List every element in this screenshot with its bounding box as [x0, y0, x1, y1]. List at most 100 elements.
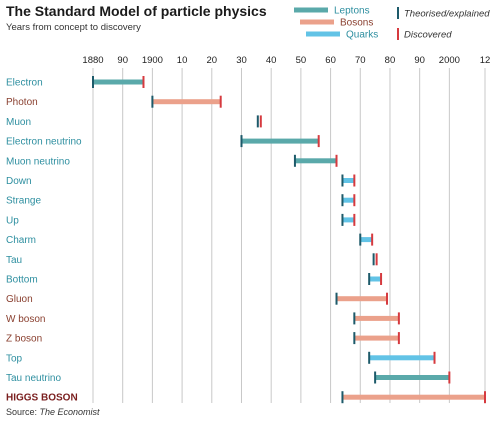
range-bar [369, 276, 382, 282]
row-label: Top [6, 353, 23, 364]
discovered-marker [371, 233, 374, 246]
theorised-marker [359, 233, 362, 246]
discovered-marker [397, 332, 400, 345]
row-label: W boson [6, 314, 45, 325]
row-label: Electron neutrino [6, 137, 82, 148]
row-label: Muon [6, 117, 31, 128]
theorised-marker [341, 194, 344, 207]
legend-swatch-bosons [300, 19, 334, 25]
theorised-marker [341, 391, 344, 404]
theorised-marker [293, 154, 296, 167]
discovered-marker [353, 174, 356, 187]
discovered-marker [448, 371, 451, 384]
x-tick-label: 10 [177, 55, 188, 66]
source-note: Source: The Economist [6, 407, 100, 417]
x-tick-label: 90 [414, 55, 425, 66]
range-bar [241, 138, 319, 144]
theorised-marker [372, 253, 375, 266]
theorised-marker [368, 273, 371, 285]
range-bar [360, 237, 373, 243]
discovered-marker [353, 194, 356, 207]
chart-title: The Standard Model of particle physics [6, 3, 267, 19]
range-bar [294, 158, 337, 164]
range-bar [375, 375, 450, 380]
x-tick-label: 12 [480, 55, 491, 66]
source-prefix: Source: [6, 407, 40, 417]
row-label: Photon [6, 97, 38, 108]
theorised-marker [92, 76, 94, 88]
theorised-marker [341, 174, 344, 187]
x-tick-label: 2000 [439, 55, 460, 66]
range-bar [354, 315, 399, 321]
range-bar [354, 335, 399, 341]
row-label: Gluon [6, 294, 33, 305]
x-axis-ticks: 1880 90 1900 10 20 30 40 50 60 70 80 90 2000 12 [82, 55, 490, 66]
theorised-marker [374, 371, 377, 384]
row-label: Z boson [6, 334, 42, 345]
theorised-marker [353, 332, 356, 345]
range-bar [336, 296, 387, 302]
row-label: Tau neutrino [6, 373, 61, 384]
discovered-marker [259, 115, 262, 128]
legend-swatch-quarks [306, 31, 340, 37]
discovered-marker [386, 292, 388, 305]
discovered-marker [335, 154, 338, 167]
theorised-marker [151, 95, 154, 108]
legend-swatch-leptons [294, 7, 328, 13]
discovered-marker [380, 273, 383, 285]
theorised-marker [368, 351, 371, 364]
discovered-marker [317, 135, 320, 148]
legend-label-quarks: Quarks [346, 30, 378, 41]
range-bar [342, 394, 485, 400]
row-label: Up [6, 215, 19, 226]
theorised-marker [335, 292, 338, 305]
x-tick-label: 30 [236, 55, 247, 66]
discovered-marker [353, 213, 356, 226]
legend-label-bosons: Bosons [340, 18, 373, 29]
x-tick-label: 80 [385, 55, 396, 66]
x-tick-label: 1880 [82, 55, 103, 66]
range-bar [342, 197, 355, 203]
chart-subtitle: Years from concept to discovery [6, 22, 141, 33]
range-bar [369, 355, 435, 361]
row-labels: Electron Photon Muon Electron neutrino Muon … [6, 78, 82, 404]
discovered-marker [433, 351, 436, 364]
discovered-marker [484, 391, 486, 404]
legend-label-leptons: Leptons [334, 6, 370, 17]
row-label: Charm [6, 235, 36, 246]
x-tick-label: 1900 [142, 55, 163, 66]
theorised-marker [240, 135, 243, 148]
x-tick-label: 90 [117, 55, 128, 66]
range-bars [92, 76, 486, 404]
x-tick-label: 20 [206, 55, 217, 66]
grid-lines [92, 68, 486, 403]
row-label: Tau [6, 255, 22, 266]
discovered-marker [219, 95, 222, 108]
discovered-marker [375, 253, 378, 266]
legend-label-discovered: Discovered [404, 30, 452, 41]
x-tick-label: 60 [325, 55, 336, 66]
discovered-marker [397, 312, 400, 325]
theorised-marker [353, 312, 356, 325]
range-bar [342, 217, 355, 223]
theorised-marker [341, 213, 344, 226]
row-label: Muon neutrino [6, 156, 70, 167]
row-label: Strange [6, 196, 41, 207]
range-bar [93, 79, 144, 85]
row-label: HIGGS BOSON [6, 393, 78, 404]
row-label: Electron [6, 78, 43, 89]
x-tick-label: 50 [296, 55, 307, 66]
legend-marker-discovered [397, 28, 399, 40]
range-bar [342, 178, 355, 183]
legend-marker-theorised [397, 7, 399, 19]
row-label: Bottom [6, 275, 38, 286]
x-tick-label: 40 [266, 55, 277, 66]
row-label: Down [6, 176, 32, 187]
source-name: The Economist [39, 407, 100, 417]
x-tick-label: 70 [355, 55, 366, 66]
range-bar [152, 99, 221, 105]
theorised-marker [256, 115, 259, 128]
legend-label-theorised: Theorised/explained [404, 9, 490, 20]
